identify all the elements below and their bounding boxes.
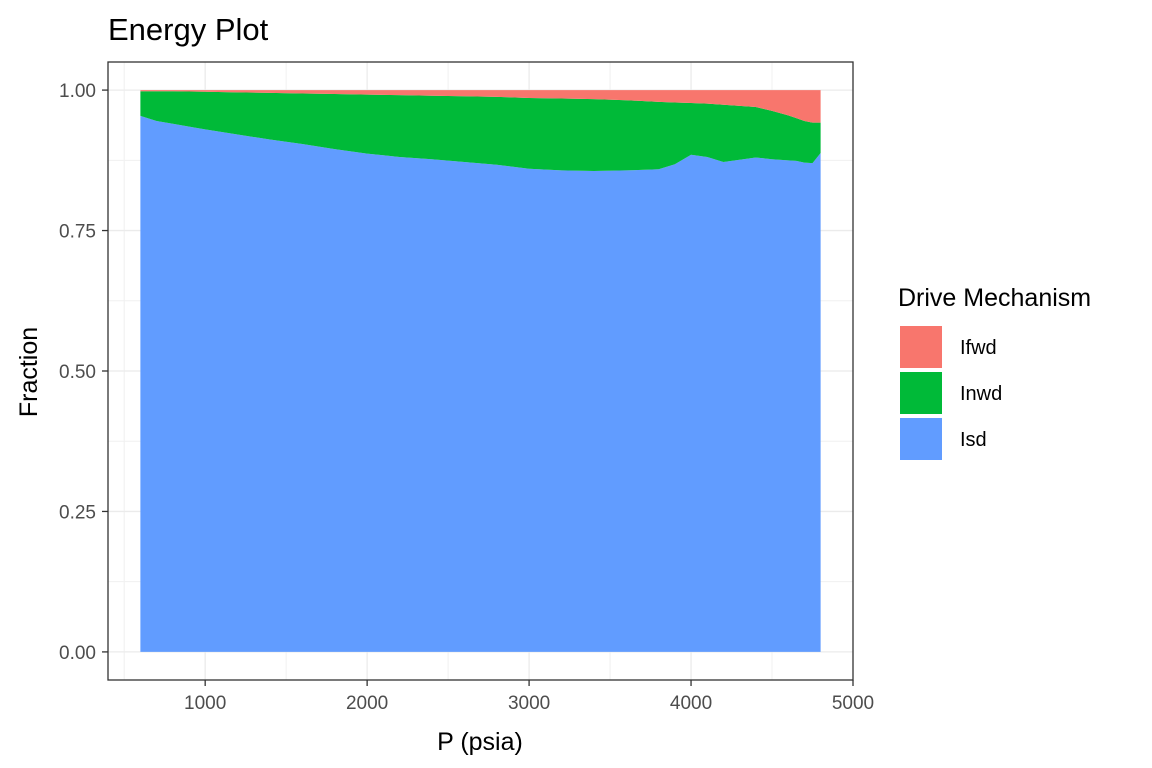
x-tick-label: 3000 [508, 693, 550, 714]
legend: Drive Mechanism Ifwd Inwd Isd [898, 284, 1091, 460]
legend-swatch-inwd [900, 372, 942, 414]
legend-items: Ifwd Inwd Isd [900, 326, 1002, 460]
y-tick-label: 0.50 [59, 362, 96, 383]
legend-swatch-isd [900, 418, 942, 460]
x-axis-title: P (psia) [437, 728, 523, 756]
legend-title: Drive Mechanism [898, 284, 1091, 312]
y-tick-label: 0.00 [59, 643, 96, 664]
area-isd [140, 115, 821, 652]
legend-label-inwd: Inwd [960, 383, 1002, 405]
chart-title: Energy Plot [108, 12, 269, 47]
x-tick-label: 1000 [184, 693, 226, 714]
area-ifwd [140, 90, 821, 123]
y-axis-title: Fraction [15, 327, 43, 417]
legend-label-isd: Isd [960, 429, 987, 451]
legend-swatch-ifwd [900, 326, 942, 368]
y-tick-label: 0.75 [59, 222, 96, 243]
x-tick-label: 4000 [670, 693, 712, 714]
y-tick-label: 0.25 [59, 502, 96, 523]
x-tick-label: 2000 [346, 693, 388, 714]
area-inwd [140, 91, 821, 171]
area-layer [140, 90, 821, 652]
legend-label-ifwd: Ifwd [960, 337, 997, 359]
y-tick-label: 1.00 [59, 81, 96, 102]
axis-layer: 0.00 0.25 0.50 0.75 1.00 1000 2000 3000 4000 5000 [59, 81, 874, 714]
x-tick-label: 5000 [832, 693, 874, 714]
